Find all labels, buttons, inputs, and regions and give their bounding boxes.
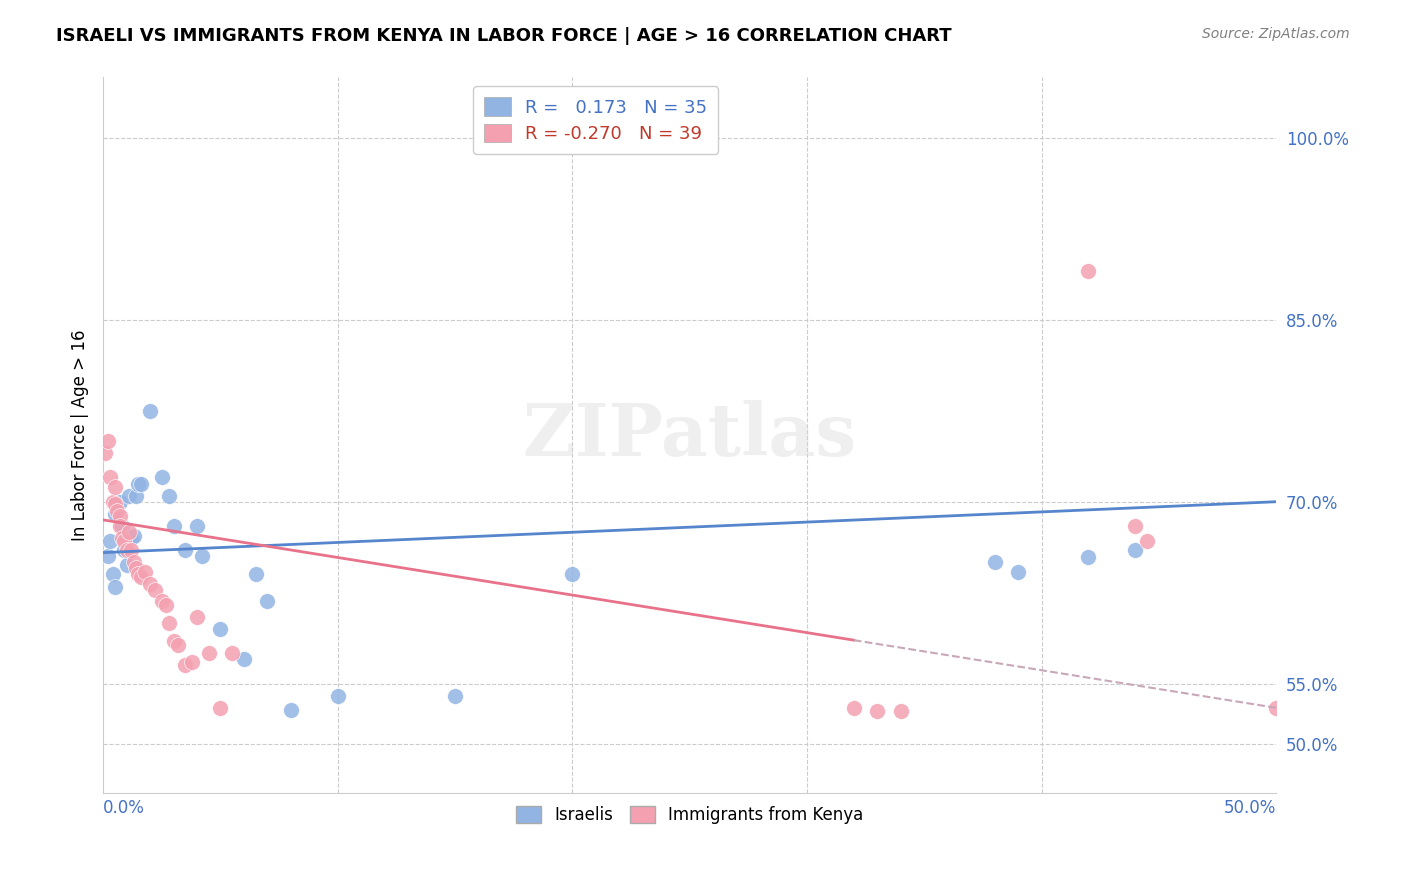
Point [97,549,120,564]
Point [174,658,197,673]
Point [157,489,180,503]
Point [127,476,149,491]
Point [1123,543,1146,558]
Point [1007,565,1029,579]
Point [1136,533,1159,548]
Point [209,700,232,714]
Point [104,480,127,494]
Point [197,646,219,660]
Point [155,598,177,612]
Text: Source: ZipAtlas.com: Source: ZipAtlas.com [1202,27,1350,41]
Point [98,533,121,548]
Point [115,558,138,572]
Point [97,434,120,449]
Point [139,404,162,418]
Point [115,543,138,558]
Point [120,531,142,545]
Point [111,531,134,545]
Point [139,577,162,591]
Point [108,494,131,508]
Point [112,533,135,548]
Point [167,638,190,652]
Y-axis label: In Labor Force | Age > 16: In Labor Force | Age > 16 [72,329,89,541]
Point [118,489,141,503]
Point [162,634,184,648]
Text: ZIPatlas: ZIPatlas [523,400,856,471]
Point [101,567,124,582]
Point [174,543,197,558]
Point [105,494,128,508]
Point [209,622,232,636]
Point [94,446,117,460]
Point [181,655,204,669]
Point [127,567,149,582]
Point [842,700,865,714]
Point [256,594,278,608]
Point [101,494,124,508]
Point [112,543,135,558]
Point [143,583,166,598]
Point [129,476,152,491]
Point [129,570,152,584]
Point [186,519,208,533]
Text: 50.0%: 50.0% [1223,798,1277,817]
Point [326,689,349,703]
Point [1077,550,1099,565]
Point [1077,264,1099,278]
Point [108,519,131,533]
Point [150,594,173,608]
Point [157,615,180,630]
Point [162,519,184,533]
Text: 0.0%: 0.0% [103,798,145,817]
Point [983,555,1005,569]
Text: ISRAELI VS IMMIGRANTS FROM KENYA IN LABOR FORCE | AGE > 16 CORRELATION CHART: ISRAELI VS IMMIGRANTS FROM KENYA IN LABO… [56,27,952,45]
Point [108,509,131,524]
Point [125,489,148,503]
Point [444,689,467,703]
Point [1265,700,1288,714]
Point [104,580,127,594]
Point [111,519,134,533]
Point [104,497,127,511]
Point [134,565,156,579]
Point [122,529,145,543]
Point [890,705,912,719]
Point [280,703,302,717]
Point [866,705,889,719]
Point [105,504,128,518]
Point [122,555,145,569]
Point [120,543,142,558]
Point [561,567,583,582]
Legend: Israelis, Immigrants from Kenya: Israelis, Immigrants from Kenya [506,797,873,834]
Point [221,646,243,660]
Point [150,470,173,484]
Point [118,524,141,539]
Point [104,507,127,521]
Point [1123,519,1146,533]
Point [232,652,254,666]
Point [98,470,121,484]
Point [245,567,267,582]
Point [186,610,208,624]
Point [125,561,148,575]
Point [190,549,212,564]
